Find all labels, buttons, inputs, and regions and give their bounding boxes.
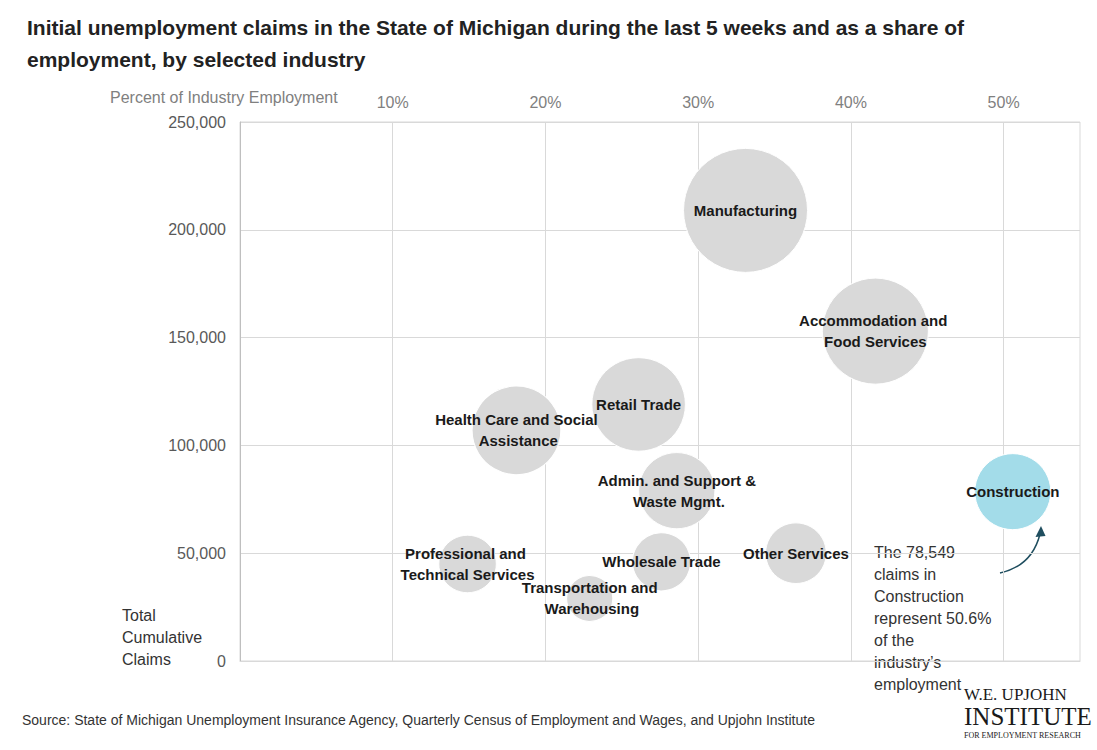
svg-text:40%: 40% <box>835 94 867 111</box>
svg-text:50%: 50% <box>988 94 1020 111</box>
svg-text:INSTITUTE: INSTITUTE <box>964 703 1092 730</box>
svg-text:The 78,549: The 78,549 <box>874 544 959 561</box>
svg-text:Waste Mgmt.: Waste Mgmt. <box>629 493 725 510</box>
svg-text:250,000: 250,000 <box>168 114 226 131</box>
svg-text:Admin. and Support &: Admin. and Support & <box>598 472 756 489</box>
svg-text:0: 0 <box>217 653 226 670</box>
svg-text:of the: of the <box>874 632 918 649</box>
svg-text:Warehousing: Warehousing <box>540 600 639 617</box>
svg-text:Food Services: Food Services <box>824 333 927 350</box>
svg-text:Transportation and: Transportation and <box>522 579 658 596</box>
svg-text:30%: 30% <box>682 94 714 111</box>
svg-text:Health Care and Social: Health Care and Social <box>435 411 598 428</box>
svg-text:Accommodation and: Accommodation and <box>799 312 952 329</box>
svg-text:20%: 20% <box>529 94 561 111</box>
svg-text:Retail Trade: Retail Trade <box>596 396 681 413</box>
svg-text:Manufacturing: Manufacturing <box>694 202 797 219</box>
svg-text:200,000: 200,000 <box>168 221 226 238</box>
svg-text:Initial unemployment claims in: Initial unemployment claims in the State… <box>27 16 970 39</box>
svg-text:W.E. UPJOHN: W.E. UPJOHN <box>964 685 1067 704</box>
svg-text:Cumulative: Cumulative <box>122 629 202 646</box>
svg-text:Assistance: Assistance <box>475 432 558 449</box>
svg-text:claims in: claims in <box>874 566 941 583</box>
svg-text:50,000: 50,000 <box>177 545 226 562</box>
svg-text:represent 50.6%: represent 50.6% <box>874 610 996 627</box>
svg-text:10%: 10% <box>377 94 409 111</box>
svg-text:Wholesale Trade: Wholesale Trade <box>602 553 720 570</box>
svg-text:Construction: Construction <box>874 588 968 605</box>
svg-text:Other Services: Other Services <box>743 545 849 562</box>
svg-text:Percent of Industry Employment: Percent of Industry Employment <box>110 89 338 106</box>
svg-text:100,000: 100,000 <box>168 437 226 454</box>
svg-text:Technical Services: Technical Services <box>401 566 535 583</box>
svg-text:Source: State of Michigan Unem: Source: State of Michigan Unemployment I… <box>22 712 815 728</box>
svg-text:industry’s: industry’s <box>874 653 946 671</box>
svg-text:Construction: Construction <box>966 483 1059 500</box>
svg-text:employment, by selected indust: employment, by selected industry <box>27 48 366 71</box>
svg-text:Professional and: Professional and <box>405 545 530 562</box>
svg-text:FOR EMPLOYMENT RESEARCH: FOR EMPLOYMENT RESEARCH <box>964 731 1081 740</box>
svg-text:Total: Total <box>122 607 156 624</box>
svg-text:150,000: 150,000 <box>168 329 226 346</box>
svg-text:employment: employment <box>874 676 962 693</box>
svg-text:Claims: Claims <box>122 651 171 668</box>
